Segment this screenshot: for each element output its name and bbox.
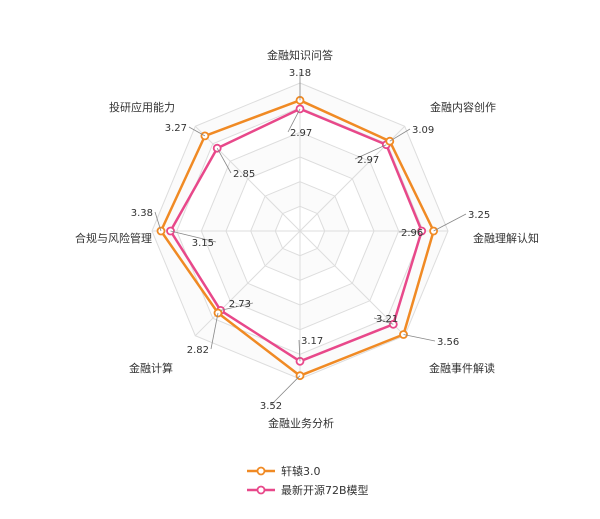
- value-label-1-2: 2.96: [401, 228, 423, 239]
- value-label-0-0: 3.18: [289, 68, 311, 79]
- leader-line-0-4: [270, 375, 301, 406]
- leader-line-1-1: [354, 144, 387, 160]
- value-label-0-5: 2.82: [187, 345, 209, 356]
- leader-line-0-2: [433, 213, 467, 232]
- legend-label-0: 轩辕3.0: [281, 464, 321, 478]
- leader-line-1-3: [373, 317, 394, 325]
- value-label-1-0: 2.97: [290, 128, 312, 139]
- category-label-5: 金融计算: [129, 361, 173, 375]
- value-label-0-3: 3.56: [437, 337, 459, 348]
- leader-line-1-6: [170, 230, 217, 243]
- value-label-1-6: 3.15: [192, 238, 214, 249]
- value-labels: 3.18 3.09 3.25 3.56 3.52 2.82 3.38 3.27 2.97 2.97…: [131, 68, 491, 412]
- leader-line-1-0: [287, 108, 301, 133]
- value-label-0-1: 3.09: [412, 125, 434, 136]
- leader-line-1-7: [216, 148, 232, 174]
- value-label-1-1: 2.97: [357, 155, 379, 166]
- value-label-1-7: 2.85: [233, 169, 255, 180]
- value-label-0-7: 3.27: [165, 123, 187, 134]
- category-label-6: 合规与风险管理: [75, 231, 152, 245]
- leader-line-1-2: [398, 230, 422, 233]
- grid-spoke: [299, 230, 406, 337]
- category-label-0: 金融知识问答: [267, 48, 333, 62]
- legend-marker-1: [256, 485, 266, 495]
- value-label-0-6: 3.38: [131, 208, 153, 219]
- category-label-4: 金融业务分析: [268, 416, 334, 430]
- legend-label-1: 最新开源72B模型: [281, 483, 369, 497]
- leader-line-0-3: [403, 334, 436, 342]
- leader-line-0-5: [210, 312, 219, 350]
- value-label-1-4: 3.17: [301, 336, 323, 347]
- radar-grid: [151, 82, 449, 380]
- value-label-1-5: 2.73: [229, 299, 251, 310]
- legend-marker-0: [256, 466, 266, 476]
- legend: 轩辕3.0 最新开源72B模型: [247, 464, 369, 497]
- leader-line-0-7: [188, 126, 206, 137]
- category-label-1: 金融内容创作: [430, 100, 496, 114]
- value-label-0-2: 3.25: [468, 210, 490, 221]
- leader-line-1-5: [220, 302, 254, 311]
- leader-line-0-1: [389, 128, 411, 142]
- grid-spoke: [194, 125, 301, 232]
- value-label-1-3: 3.21: [376, 314, 398, 325]
- value-label-0-4: 3.52: [260, 401, 282, 412]
- grid-spoke: [194, 230, 301, 337]
- category-label-7: 投研应用能力: [109, 100, 175, 114]
- category-label-3: 金融事件解读: [429, 361, 495, 375]
- leader-line-1-4: [298, 339, 301, 362]
- category-label-2: 金融理解认知: [473, 231, 539, 245]
- leader-line-0-6: [154, 211, 162, 232]
